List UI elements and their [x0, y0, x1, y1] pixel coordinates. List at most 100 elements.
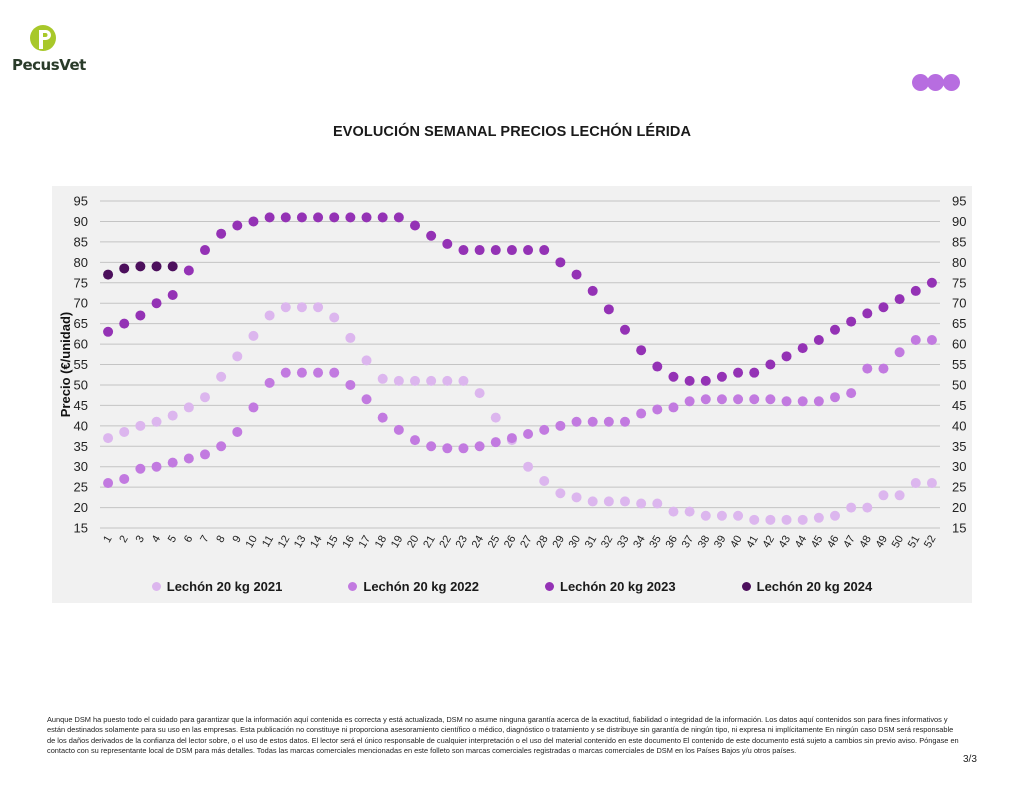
data-point-series-2: [313, 367, 324, 378]
data-point-series-1: [636, 498, 647, 509]
data-point-series-3: [329, 212, 340, 223]
data-point-series-2: [523, 428, 534, 439]
data-point-series-2: [393, 424, 404, 435]
data-point-series-1: [248, 330, 259, 341]
data-point-series-3: [620, 324, 630, 335]
data-point-series-1: [329, 312, 340, 323]
data-point-series-3: [700, 375, 711, 386]
legend-item-2022: Lechón 20 kg 2022: [348, 576, 479, 596]
data-point-series-2: [571, 416, 582, 427]
data-point-series-1: [280, 302, 291, 313]
y-tick-label-left: 30: [74, 459, 88, 474]
x-tick-label: 18: [373, 534, 390, 551]
legend-label: Lechón 20 kg 2022: [363, 578, 479, 594]
x-tick-label: 32: [599, 534, 616, 551]
data-point-series-2: [361, 394, 372, 405]
x-tick-label: 47: [841, 534, 858, 551]
x-tick-label: 23: [454, 534, 471, 551]
data-point-series-3: [878, 302, 889, 313]
data-point-series-3: [523, 245, 534, 256]
data-point-series-3: [813, 334, 824, 345]
data-point-series-1: [587, 496, 598, 507]
data-point-series-1: [603, 496, 614, 507]
x-tick-label: 2: [117, 534, 130, 545]
data-point-series-1: [393, 375, 404, 386]
data-point-series-1: [103, 433, 114, 444]
data-point-series-1: [151, 416, 162, 427]
data-point-series-1: [458, 375, 469, 386]
y-tick-label-right: 50: [952, 377, 966, 392]
y-tick-label-right: 70: [952, 296, 966, 311]
x-tick-label: 15: [324, 534, 341, 551]
data-point-series-2: [652, 404, 663, 415]
data-point-series-4: [103, 269, 114, 280]
x-tick-label: 1: [101, 534, 114, 545]
data-point-series-3: [426, 230, 437, 241]
x-tick-label: 7: [198, 534, 211, 545]
legend-swatch: [741, 581, 751, 591]
data-point-series-3: [830, 324, 840, 335]
data-point-series-1: [539, 475, 550, 486]
data-point-series-1: [232, 351, 243, 362]
y-tick-label-left: 70: [74, 296, 88, 311]
data-point-series-3: [862, 308, 873, 319]
data-point-series-1: [716, 510, 727, 521]
data-point-series-2: [329, 367, 340, 378]
data-point-series-1: [200, 392, 210, 403]
data-point-series-1: [733, 510, 744, 521]
logo-mark-icon: [30, 25, 56, 51]
x-tick-label: 9: [230, 534, 243, 545]
data-point-series-3: [797, 343, 808, 354]
y-tick-label-right: 75: [952, 275, 966, 290]
dot-icon: [927, 74, 944, 91]
data-point-series-1: [264, 310, 275, 321]
data-point-series-1: [183, 402, 194, 413]
x-tick-label: 36: [664, 534, 681, 551]
data-point-series-2: [377, 412, 388, 423]
chart-panel: 15 15 20 20 25 25 30 30 35 35 40 40 45 45 50 50 55 55 60 60…: [52, 186, 972, 603]
data-point-series-1: [878, 490, 889, 501]
dot-icon: [943, 74, 960, 91]
x-tick-label: 40: [728, 534, 745, 551]
data-point-series-2: [797, 396, 808, 407]
y-tick-label-right: 95: [952, 194, 966, 209]
y-tick-label-left: 90: [74, 214, 88, 229]
x-tick-label: 25: [486, 534, 503, 551]
y-tick-label-left: 55: [74, 357, 88, 372]
data-point-series-2: [151, 461, 162, 472]
y-tick-label-left: 15: [74, 521, 88, 536]
data-point-series-1: [474, 388, 485, 399]
data-point-series-3: [733, 367, 744, 378]
data-point-series-3: [668, 371, 679, 382]
legend-item-2021: Lechón 20 kg 2021: [151, 576, 283, 596]
data-point-series-3: [910, 285, 921, 296]
data-point-series-3: [264, 212, 275, 223]
data-point-series-2: [620, 416, 630, 427]
data-point-series-1: [813, 512, 824, 523]
y-tick-label-left: 85: [74, 234, 88, 249]
x-tick-label: 3: [134, 534, 147, 545]
data-point-series-3: [361, 212, 372, 223]
x-tick-label: 48: [857, 534, 874, 551]
legend-label: Lechón 20 kg 2021: [166, 578, 283, 594]
data-point-series-3: [232, 220, 243, 231]
data-point-series-4: [135, 261, 146, 272]
x-tick-label: 52: [922, 534, 939, 551]
x-tick-label: 42: [760, 534, 777, 551]
data-point-series-3: [555, 257, 566, 268]
data-point-series-3: [442, 238, 453, 249]
data-point-series-1: [216, 371, 227, 382]
data-point-series-2: [684, 396, 695, 407]
data-point-series-1: [135, 420, 146, 431]
data-point-series-3: [765, 359, 776, 370]
x-tick-label: 45: [809, 534, 826, 551]
data-point-series-1: [910, 478, 921, 489]
legend-item-2024: Lechón 20 kg 2024: [741, 576, 872, 596]
x-tick-label: 33: [615, 534, 632, 551]
data-point-series-2: [716, 394, 727, 405]
y-tick-label-left: 35: [74, 439, 88, 454]
data-point-series-2: [280, 367, 291, 378]
y-tick-label-right: 45: [952, 398, 966, 413]
data-point-series-3: [603, 304, 614, 315]
x-tick-label: 43: [777, 534, 794, 551]
